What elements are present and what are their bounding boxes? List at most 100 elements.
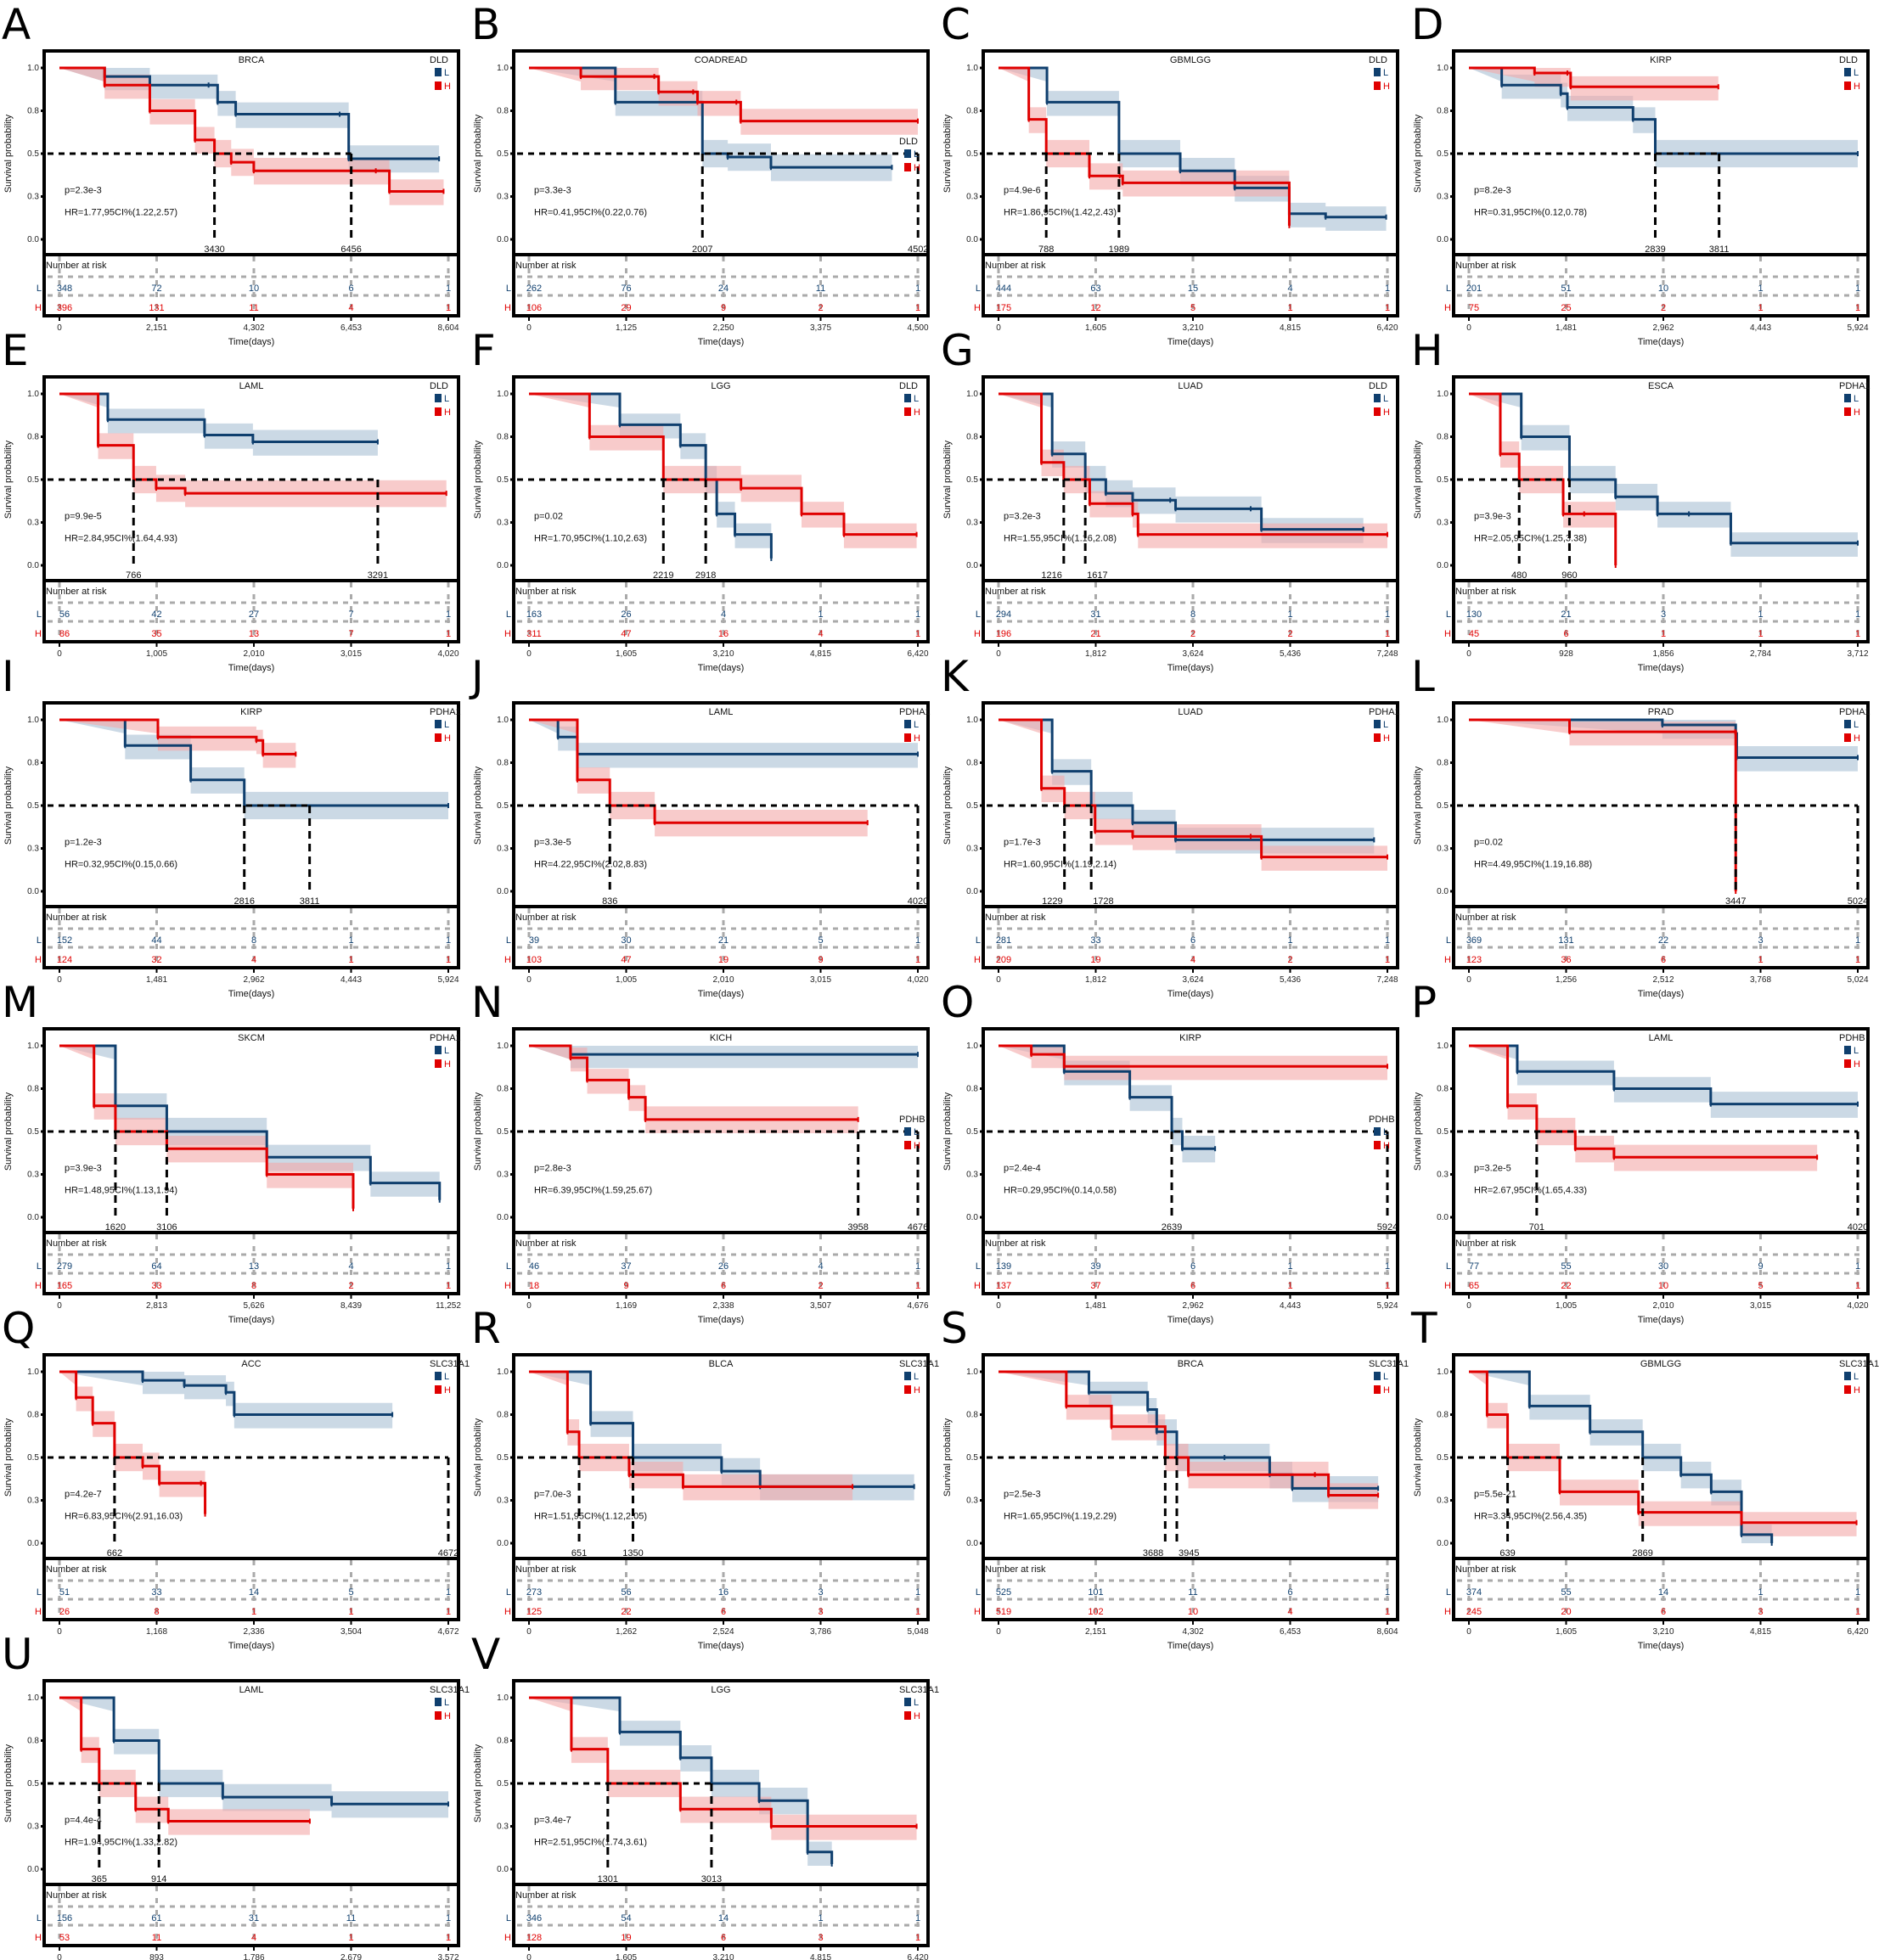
x-tick-label: 4,020 (437, 649, 458, 659)
survival-curve-h (999, 392, 1387, 536)
risk-count-l: 348 (57, 284, 72, 294)
risk-count-h: 1 (1287, 303, 1292, 313)
panel-letter: B (471, 0, 500, 49)
y-tick-label: 0.5 (497, 1453, 509, 1463)
median-label: 1229 (1042, 896, 1062, 907)
x-tick-label: 4,676 (907, 1301, 928, 1311)
risk-count-l: 4 (721, 609, 726, 620)
legend-swatch-h (435, 733, 442, 742)
median-label: 4020 (1848, 1222, 1868, 1233)
km-panel-j: J Survival probability 0.0 0.3 0.5 0.8 1.0 836 4… (469, 652, 939, 999)
km-panel-r: R Survival probability 0.0 0.3 0.5 0.8 1.0 651 1… (470, 1304, 939, 1651)
legend-label-l: L (444, 68, 449, 78)
x-axis-label: Time(days) (698, 989, 745, 999)
risk-count-h: 1 (915, 1281, 920, 1291)
x-axis-label: Time(days) (228, 989, 275, 999)
y-tick-label: 0.0 (966, 235, 978, 244)
panel-letter: O (941, 978, 974, 1027)
survival-curve-h (529, 392, 917, 536)
risk-count-h: 124 (57, 955, 72, 965)
risk-count-l: 64 (151, 1261, 161, 1272)
risk-count-h: 1 (446, 1933, 451, 1943)
legend-label-h: H (914, 407, 920, 418)
y-tick-label: 0.0 (1437, 1213, 1449, 1222)
legend-label-h: H (914, 1711, 920, 1721)
risk-row-label-h: H (974, 955, 981, 965)
median-label: 1617 (1087, 570, 1107, 581)
legend-swatch-h (1374, 407, 1381, 416)
legend-swatch-h (1844, 407, 1851, 416)
risk-row-label-h: H (974, 1281, 981, 1291)
y-tick-label: 1.0 (966, 1368, 978, 1377)
median-label: 2869 (1632, 1548, 1652, 1558)
y-tick-label: 0.0 (497, 235, 509, 244)
risk-table-frame (42, 905, 460, 969)
km-panel-g: G Survival probability 0.0 0.3 0.5 0.8 1.0 1216… (939, 326, 1409, 673)
x-tick-label: 4,020 (1847, 1301, 1868, 1311)
risk-row-label-h: H (974, 303, 981, 313)
risk-table-title: Number at risk (46, 1890, 107, 1901)
risk-count-h: 8 (154, 1607, 159, 1617)
risk-count-l: 55 (1561, 1587, 1571, 1598)
median-label: 662 (107, 1548, 122, 1558)
x-axis-label: Time(days) (228, 1315, 275, 1325)
survival-curve-l (1469, 1044, 1858, 1106)
risk-count-h: 1 (446, 1607, 451, 1617)
plot-title: GBMLGG (1640, 1359, 1681, 1369)
risk-count-h: 106 (526, 303, 542, 313)
y-tick-label: 0.5 (1437, 1127, 1449, 1137)
y-tick-label: 0.5 (1437, 149, 1449, 159)
hazard-ratio: HR=2.51,95CI%(1.74,3.61) (534, 1838, 647, 1848)
legend-label-h: H (1854, 733, 1860, 744)
risk-row-label-h: H (35, 629, 42, 639)
plot-title: LAML (1649, 1033, 1674, 1043)
risk-count-h: 10 (1658, 1281, 1668, 1291)
risk-count-h: 32 (151, 955, 161, 965)
y-tick-label: 0.0 (27, 887, 39, 896)
y-axis-label: Survival probability (3, 1092, 14, 1171)
legend-swatch-h (904, 163, 911, 171)
x-tick-label: 0 (1466, 1301, 1471, 1311)
y-tick-label: 0.5 (497, 801, 509, 811)
km-panel-q: Q Survival probability 0.0 0.3 0.5 0.8 1.0 662 4… (0, 1304, 470, 1651)
plot-title: KIRP (1650, 55, 1672, 65)
plot-title: KICH (710, 1033, 732, 1043)
risk-count-h: 6 (1661, 1607, 1666, 1617)
legend-label-h: H (914, 1141, 920, 1151)
legend-swatch-h (904, 733, 911, 742)
risk-count-h: 165 (57, 1281, 72, 1291)
survival-curve-h (529, 1044, 858, 1121)
risk-count-l: 131 (1558, 935, 1573, 946)
risk-count-l: 1 (446, 284, 451, 294)
risk-table-frame (512, 1883, 930, 1947)
median-label: 3811 (1709, 244, 1730, 255)
x-axis-label: Time(days) (1167, 1315, 1214, 1325)
legend-label-l: L (914, 394, 919, 404)
x-tick-label: 2,962 (1652, 323, 1674, 333)
x-tick-label: 0 (996, 975, 1001, 985)
ci-band-h (59, 1372, 205, 1528)
x-tick-label: 0 (526, 975, 532, 985)
risk-count-l: 4 (818, 1261, 823, 1272)
y-tick-label: 0.5 (966, 801, 978, 811)
y-tick-label: 1.0 (497, 1042, 509, 1051)
y-tick-label: 0.0 (27, 1539, 39, 1548)
legend-title: PDHB (1839, 1033, 1865, 1043)
risk-count-l: 46 (529, 1261, 539, 1272)
risk-row-label-l: L (37, 1261, 42, 1272)
risk-count-l: 22 (1658, 935, 1668, 946)
y-tick-label: 0.3 (1437, 1171, 1449, 1180)
legend-label-l: L (1854, 68, 1859, 78)
risk-row-label-h: H (35, 955, 42, 965)
risk-count-l: 39 (1090, 1261, 1100, 1272)
risk-count-h: 1 (915, 303, 920, 313)
legend-label-h: H (444, 81, 451, 92)
risk-count-l: 1 (1855, 284, 1860, 294)
x-axis-label: Time(days) (228, 337, 275, 347)
risk-count-h: 311 (526, 629, 542, 639)
legend-swatch-h (904, 1385, 911, 1394)
risk-table-frame (42, 579, 460, 643)
ci-band-h (529, 394, 917, 548)
median-label: 2816 (233, 896, 254, 907)
risk-row-label-l: L (976, 1587, 981, 1598)
